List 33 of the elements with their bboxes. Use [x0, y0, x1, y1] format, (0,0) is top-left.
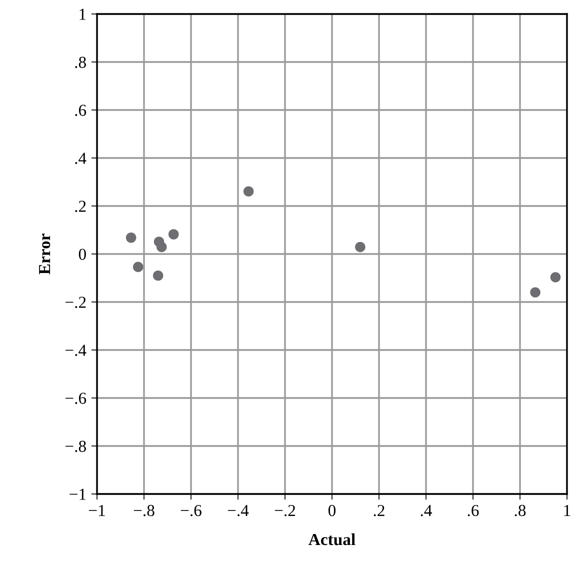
point — [243, 186, 254, 197]
x-tick-label: −.4 — [228, 505, 249, 516]
y-tick-label: −1 — [70, 488, 86, 500]
point — [550, 272, 561, 282]
point — [156, 242, 167, 252]
point — [152, 270, 164, 281]
x-tick-label: −.6 — [180, 504, 202, 516]
x-tick-label: −.2 — [274, 504, 296, 516]
x-tick-label: .2 — [374, 504, 384, 516]
y-tick-label: .8 — [75, 56, 86, 68]
y-tick-label: 0 — [78, 248, 86, 260]
point — [126, 232, 136, 243]
x-tick-label: .8 — [514, 504, 526, 516]
y-axis-title: Error — [39, 234, 50, 274]
x-tick-label: 0 — [328, 504, 336, 516]
point — [530, 287, 540, 298]
y-tick-label: .4 — [75, 152, 86, 164]
y-tick-label: −.8 — [66, 440, 86, 452]
y-tick-label: .2 — [75, 200, 86, 212]
y-tick-label: 1 — [80, 8, 86, 20]
y-tick-label: .6 — [75, 104, 86, 116]
x-axis-title: Actual — [308, 533, 356, 546]
x-tick-label: .4 — [420, 505, 432, 516]
x-tick-label: .6 — [468, 504, 479, 516]
y-tick-label: −.4 — [66, 344, 86, 356]
y-tick-label: −.2 — [66, 296, 86, 308]
point — [132, 262, 144, 272]
point — [168, 229, 179, 240]
x-tick-label: 1 — [564, 504, 570, 516]
x-tick-label: −1 — [88, 504, 105, 516]
y-tick-label: −.6 — [66, 392, 86, 404]
x-tick-label: −.8 — [134, 504, 154, 516]
point — [355, 242, 366, 252]
